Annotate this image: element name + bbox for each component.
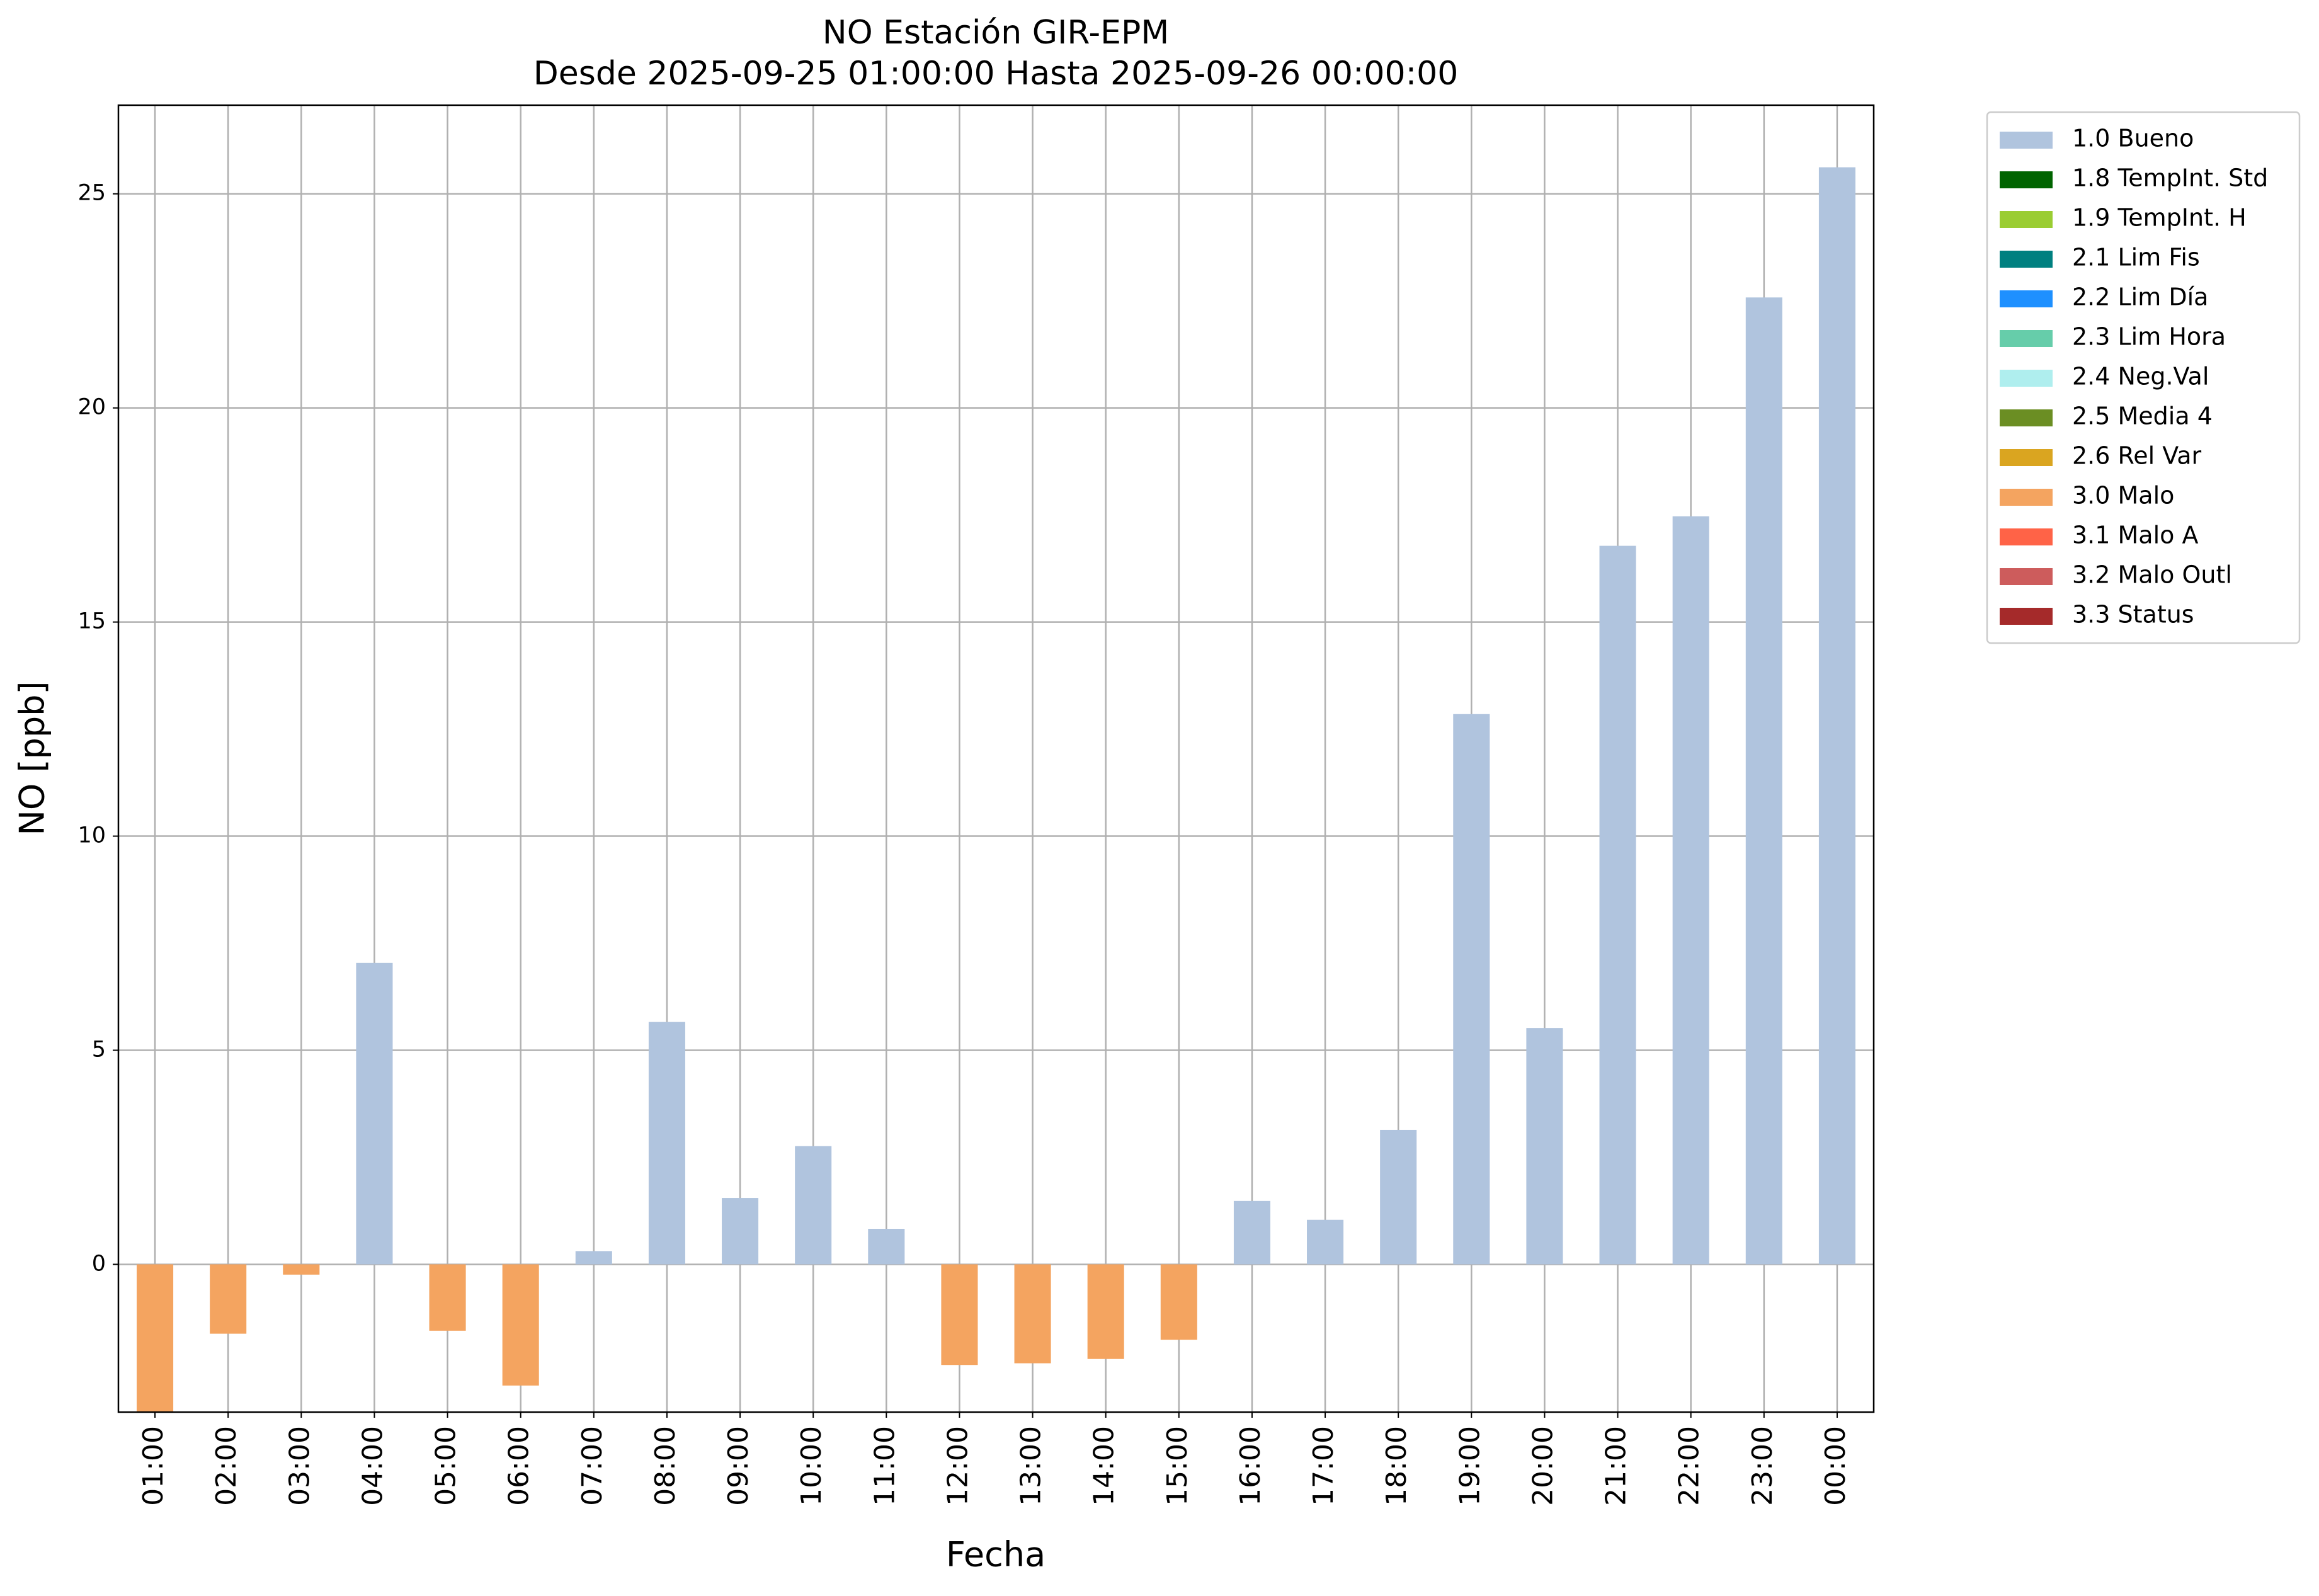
bar	[429, 1264, 466, 1331]
legend-swatch	[2000, 608, 2053, 625]
legend-swatch	[2000, 251, 2053, 268]
chart-title: NO Estación GIR-EPM	[823, 14, 1169, 52]
x-tick-label: 12:00	[942, 1426, 974, 1506]
y-tick-label: 5	[92, 1037, 106, 1062]
y-tick-label: 25	[77, 181, 106, 206]
bar	[575, 1251, 612, 1265]
x-axis-label: Fecha	[946, 1535, 1046, 1575]
x-tick-label: 15:00	[1161, 1426, 1194, 1506]
bar	[1672, 516, 1709, 1265]
bar	[1818, 167, 1855, 1265]
y-tick-label: 20	[77, 395, 106, 420]
x-tick-label: 05:00	[430, 1426, 462, 1506]
legend-label: 3.1 Malo A	[2072, 522, 2198, 549]
legend-label: 1.9 TempInt. H	[2072, 204, 2247, 232]
x-tick-label: 00:00	[1820, 1426, 1852, 1506]
chart-subtitle: Desde 2025-09-25 01:00:00 Hasta 2025-09-…	[533, 55, 1459, 93]
bar	[137, 1264, 174, 1412]
ticks: 0 5 10 15 20 25 01:00 02:00 03:00 04:00 05:00 06:00…	[77, 181, 1851, 1506]
bar	[648, 1022, 685, 1265]
x-tick-label: 06:00	[503, 1426, 535, 1506]
x-tick-label: 07:00	[576, 1426, 608, 1506]
legend-label: 2.2 Lim Día	[2072, 283, 2208, 311]
legend-swatch	[2000, 211, 2053, 228]
bar	[1453, 714, 1490, 1265]
bar	[1307, 1219, 1344, 1265]
x-tick-label: 21:00	[1600, 1426, 1632, 1506]
bar	[1380, 1129, 1417, 1265]
bar	[1526, 1028, 1563, 1265]
bar	[1599, 545, 1636, 1265]
legend-label: 2.5 Media 4	[2072, 402, 2213, 430]
x-tick-label: 02:00	[210, 1426, 242, 1506]
x-tick-label: 23:00	[1746, 1426, 1779, 1506]
legend-swatch	[2000, 132, 2053, 149]
plot-frame	[117, 104, 1875, 1413]
legend-label: 2.1 Lim Fis	[2072, 244, 2200, 271]
legend-swatch	[2000, 568, 2053, 585]
legend-label: 2.3 Lim Hora	[2072, 323, 2226, 351]
x-tick-label: 20:00	[1527, 1426, 1559, 1506]
bar	[722, 1198, 759, 1265]
legend-label: 1.0 Bueno	[2072, 125, 2194, 152]
bar	[502, 1264, 539, 1386]
legend-label: 2.4 Neg.Val	[2072, 363, 2209, 390]
x-tick-label: 18:00	[1381, 1426, 1413, 1506]
bar	[1745, 297, 1782, 1265]
bars	[137, 167, 1855, 1412]
x-tick-label: 19:00	[1454, 1426, 1486, 1506]
legend-swatch	[2000, 330, 2053, 347]
y-tick-label: 15	[77, 609, 106, 634]
bar	[1014, 1264, 1051, 1364]
bar	[1233, 1200, 1270, 1265]
x-tick-label: 04:00	[356, 1426, 389, 1506]
x-tick-label: 22:00	[1673, 1426, 1706, 1506]
bar	[1160, 1264, 1197, 1340]
legend-label: 3.0 Malo	[2072, 482, 2174, 510]
bar	[941, 1264, 978, 1365]
legend-swatch	[2000, 171, 2053, 188]
x-tick-label: 17:00	[1308, 1426, 1340, 1506]
y-tick-label: 0	[92, 1251, 106, 1276]
legend-label: 3.2 Malo Outl	[2072, 561, 2232, 589]
legend-swatch	[2000, 290, 2053, 307]
legend-swatch	[2000, 370, 2053, 387]
legend-label: 2.6 Rel Var	[2072, 442, 2202, 470]
x-tick-label: 08:00	[649, 1426, 681, 1506]
bar	[210, 1264, 247, 1334]
x-tick-label: 14:00	[1088, 1426, 1120, 1506]
bar	[283, 1264, 320, 1275]
bar	[868, 1229, 905, 1265]
bar	[356, 962, 393, 1265]
legend-swatch	[2000, 449, 2053, 466]
bar	[795, 1146, 832, 1265]
y-tick-label: 10	[77, 823, 106, 848]
x-tick-label: 01:00	[137, 1426, 169, 1506]
legend-swatch	[2000, 409, 2053, 426]
y-axis-label: NO [ppb]	[13, 681, 52, 835]
x-tick-label: 16:00	[1234, 1426, 1267, 1506]
bar	[1087, 1264, 1124, 1359]
x-tick-label: 13:00	[1015, 1426, 1047, 1506]
legend-swatch	[2000, 528, 2053, 545]
x-tick-label: 09:00	[722, 1426, 755, 1506]
x-tick-label: 03:00	[283, 1426, 316, 1506]
legend-label: 1.8 TempInt. Std	[2072, 164, 2268, 192]
legend-frame	[1986, 111, 2301, 644]
x-tick-label: 10:00	[795, 1426, 828, 1506]
legend: 1.0 Bueno 1.8 TempInt. Std 1.9 TempInt. H 2…	[1986, 111, 2301, 644]
legend-label: 3.3 Status	[2072, 601, 2194, 629]
x-tick-label: 11:00	[869, 1426, 901, 1506]
legend-swatch	[2000, 489, 2053, 506]
